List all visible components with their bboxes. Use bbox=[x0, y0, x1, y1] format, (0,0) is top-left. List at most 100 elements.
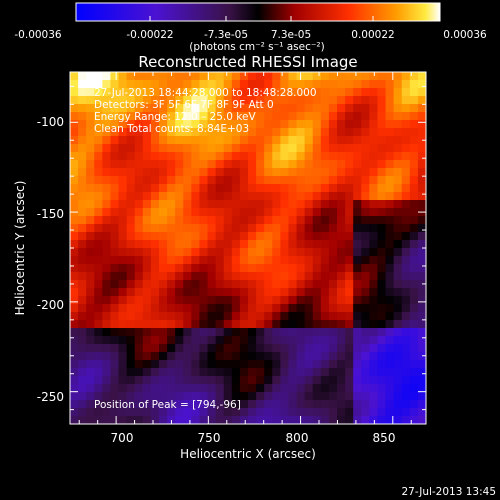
heatmap-cell bbox=[207, 272, 217, 281]
heatmap-cell bbox=[102, 256, 112, 265]
heatmap-cell bbox=[199, 224, 209, 233]
heatmap-cell bbox=[223, 144, 233, 153]
heatmap-cell bbox=[118, 224, 128, 233]
heatmap-cell bbox=[175, 120, 184, 129]
heatmap-cell bbox=[345, 400, 354, 409]
heatmap-cell bbox=[320, 392, 330, 401]
heatmap-cell bbox=[272, 152, 281, 161]
heatmap-cell bbox=[264, 208, 273, 217]
heatmap-cell bbox=[86, 216, 95, 225]
heatmap-cell bbox=[377, 152, 387, 161]
heatmap-cell bbox=[183, 120, 192, 129]
heatmap-cell bbox=[159, 360, 168, 369]
heatmap-cell bbox=[142, 192, 152, 201]
heatmap-cell bbox=[118, 336, 128, 345]
heatmap-cell bbox=[417, 368, 426, 377]
heatmap-cell bbox=[296, 280, 306, 289]
heatmap-cell bbox=[288, 304, 298, 313]
heatmap-cell bbox=[142, 152, 152, 161]
heatmap-cell bbox=[231, 112, 241, 121]
heatmap-cell bbox=[353, 152, 362, 161]
heatmap-cell bbox=[320, 80, 330, 89]
heatmap-cell bbox=[86, 288, 95, 297]
heatmap-cell bbox=[385, 216, 395, 225]
heatmap-cell bbox=[110, 200, 120, 209]
heatmap-cell bbox=[159, 352, 168, 361]
heatmap-cell bbox=[94, 392, 103, 401]
heatmap-cell bbox=[150, 320, 160, 329]
heatmap-cell bbox=[159, 144, 168, 153]
heatmap-cell bbox=[78, 296, 87, 305]
heatmap-cell bbox=[223, 216, 233, 225]
heatmap-cell bbox=[142, 200, 152, 209]
heatmap-cell bbox=[361, 256, 370, 265]
heatmap-cell bbox=[369, 232, 379, 241]
heatmap-cell bbox=[393, 168, 403, 177]
heatmap-cell bbox=[110, 152, 120, 161]
heatmap-cell bbox=[142, 72, 152, 81]
heatmap-cell bbox=[304, 120, 314, 129]
heatmap-cell bbox=[328, 216, 338, 225]
heatmap-cell bbox=[320, 400, 330, 409]
heatmap-cell bbox=[272, 272, 281, 281]
heatmap-cell bbox=[102, 320, 112, 329]
heatmap-cell bbox=[231, 184, 241, 193]
heatmap-cell bbox=[142, 96, 152, 105]
heatmap-cell bbox=[118, 112, 128, 121]
heatmap-cell bbox=[264, 288, 273, 297]
heatmap-cell bbox=[239, 360, 249, 369]
heatmap-cell bbox=[312, 192, 322, 201]
heatmap-cell bbox=[337, 280, 346, 289]
heatmap-cell bbox=[239, 192, 249, 201]
heatmap-cell bbox=[102, 88, 112, 97]
heatmap-cell bbox=[199, 272, 209, 281]
heatmap-cell bbox=[70, 72, 79, 81]
heatmap-cell bbox=[304, 216, 314, 225]
heatmap-cell bbox=[312, 152, 322, 161]
heatmap-cell bbox=[361, 152, 370, 161]
heatmap-cell bbox=[183, 360, 192, 369]
heatmap-cell bbox=[288, 208, 298, 217]
heatmap-cell bbox=[369, 400, 379, 409]
heatmap-cell bbox=[264, 376, 273, 385]
heatmap-cell bbox=[304, 368, 314, 377]
heatmap-cell bbox=[183, 392, 192, 401]
heatmap-cell bbox=[215, 392, 225, 401]
heatmap-cell bbox=[207, 72, 217, 81]
heatmap-cell bbox=[159, 224, 168, 233]
heatmap-cell bbox=[393, 80, 403, 89]
heatmap-cell bbox=[288, 96, 298, 105]
heatmap-cell bbox=[304, 360, 314, 369]
heatmap-cell bbox=[175, 392, 184, 401]
heatmap-cell bbox=[142, 168, 152, 177]
heatmap-cell bbox=[393, 240, 403, 249]
heatmap-cell bbox=[393, 304, 403, 313]
heatmap-cell bbox=[78, 264, 87, 273]
heatmap-cell bbox=[207, 344, 217, 353]
heatmap-cell bbox=[239, 232, 249, 241]
heatmap-cell bbox=[207, 224, 217, 233]
x-tick-label-700: 700 bbox=[111, 431, 134, 445]
heatmap-cell bbox=[223, 136, 233, 145]
heatmap-cell bbox=[94, 408, 103, 417]
heatmap-cell bbox=[126, 88, 136, 97]
heatmap-cell bbox=[199, 160, 209, 169]
heatmap-cell bbox=[110, 288, 120, 297]
heatmap-cell bbox=[304, 296, 314, 305]
heatmap-cell bbox=[110, 408, 120, 417]
heatmap-cell bbox=[328, 376, 338, 385]
heatmap-cell bbox=[102, 376, 112, 385]
heatmap-cell bbox=[312, 200, 322, 209]
heatmap-cell bbox=[78, 208, 87, 217]
heatmap-cell bbox=[118, 104, 128, 113]
heatmap-cell bbox=[280, 352, 290, 361]
heatmap-cell bbox=[126, 256, 136, 265]
heatmap-cell bbox=[264, 152, 273, 161]
heatmap-cell bbox=[401, 288, 411, 297]
heatmap-cell bbox=[288, 392, 298, 401]
heatmap-cell bbox=[175, 256, 184, 265]
heatmap-cell bbox=[369, 352, 379, 361]
heatmap-cell bbox=[239, 176, 249, 185]
heatmap-cell bbox=[142, 328, 152, 337]
heatmap-cell bbox=[369, 104, 379, 113]
